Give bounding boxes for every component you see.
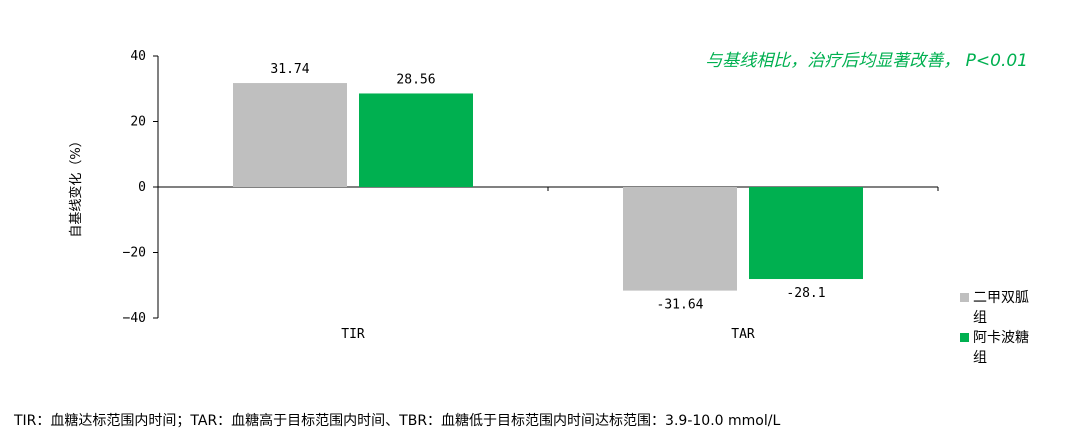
data-label: -31.64 [657, 298, 704, 313]
y-ticks: 40 20 0 −20 −40 [123, 49, 158, 326]
legend-item: 二甲双胍组 [960, 290, 1029, 326]
category-labels: TIR TAR [341, 327, 755, 342]
bars [233, 83, 863, 291]
data-label: -28.1 [786, 286, 825, 301]
bar [749, 187, 863, 280]
legend-swatch [960, 333, 969, 342]
data-label: 28.56 [396, 72, 435, 87]
bar [359, 93, 473, 187]
y-tick-label: −20 [123, 246, 146, 261]
x-tick-label: TAR [731, 327, 755, 342]
y-tick-label: 20 [130, 115, 146, 130]
y-tick-label: 40 [130, 49, 146, 64]
bar [623, 187, 737, 291]
data-labels: 31.74 28.56 -31.64 -28.1 [270, 62, 825, 313]
y-tick-label: 0 [138, 180, 146, 195]
chart-annotation: 与基线相比，治疗后均显著改善， P<0.01 [705, 51, 1028, 71]
footnote: TIR：血糖达标范围内时间；TAR：血糖高于目标范围内时间、TBR：血糖低于目标… [13, 412, 780, 429]
legend-item: 阿卡波糖组 [960, 330, 1029, 366]
legend-label: 二甲双胍组 [973, 290, 1029, 326]
y-axis-label: 自基线变化（%） [68, 134, 84, 237]
x-tick-label: TIR [341, 327, 365, 342]
legend-label: 阿卡波糖组 [973, 330, 1029, 366]
legend-swatch [960, 293, 969, 302]
bar [233, 83, 347, 187]
y-tick-label: −40 [123, 311, 146, 326]
data-label: 31.74 [270, 62, 309, 77]
